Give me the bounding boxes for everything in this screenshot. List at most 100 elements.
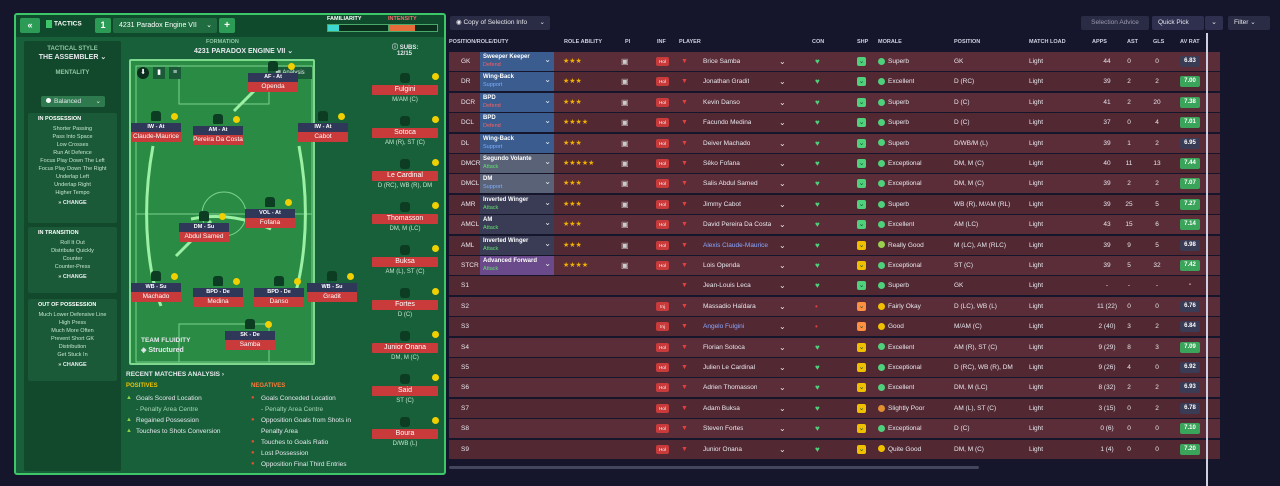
instruction-badge-icon[interactable]: [432, 331, 439, 338]
recent-analysis-title[interactable]: RECENT MATCHES ANALYSIS ›: [126, 371, 225, 378]
column-header[interactable]: AST: [1127, 39, 1138, 45]
table-row[interactable]: DMCL DM Support ⌄ ★★★ ▣ Hol ▼ Salis Abdul Samed ⌄…: [449, 174, 1220, 194]
instruction-badge-icon[interactable]: [432, 73, 439, 80]
player-instructions-icon[interactable]: ▣: [621, 261, 629, 270]
table-row[interactable]: AMR Inverted Winger Attack ⌄ ★★★ ▣ Hol ▼ Jimmy C…: [449, 194, 1220, 214]
download-icon[interactable]: ⬇: [137, 67, 149, 79]
table-row[interactable]: S8 Hol ▼ Steven Fortes ⌄ ♥ ⌄ Exceptional D (C) Li…: [449, 419, 1220, 439]
table-row[interactable]: S5 Hol ▼ Julien Le Cardinal ⌄ ♥ ⌄ Exceptional D …: [449, 358, 1220, 377]
filter-button[interactable]: Filter ⌄: [1228, 16, 1270, 30]
chevron-down-icon[interactable]: ⌄: [779, 424, 786, 434]
back-button[interactable]: «: [20, 18, 40, 33]
substitute-card[interactable]: Boura D/WB (L): [372, 417, 439, 447]
table-row[interactable]: STCR Advanced Forward Attack ⌄ ★★★★ ▣ Hol ▼ Lois…: [449, 256, 1220, 275]
player-instructions-icon[interactable]: ▣: [621, 57, 629, 66]
chevron-down-icon[interactable]: ⌄: [779, 444, 786, 454]
substitute-card[interactable]: Fortes D (C): [372, 288, 439, 318]
pitch-player[interactable]: DM - Su Abdul Samed: [179, 223, 229, 245]
player-name[interactable]: Adrien Thomasson: [703, 384, 758, 392]
tactic-select[interactable]: 4231 Paradox Engine VII ⌄: [113, 18, 217, 33]
table-row[interactable]: S3 Inj ▼ Angelo Fulgini ⌄ • ⌄ Good M/AM (C) Light…: [449, 317, 1220, 337]
in-possession-change-button[interactable]: » CHANGE: [58, 200, 87, 206]
pitch-player[interactable]: IW - At Claude-Maurice: [131, 123, 181, 145]
instruction-badge-icon[interactable]: [432, 245, 439, 252]
player-name[interactable]: Kevin Danso: [703, 98, 740, 106]
instruction-badge-icon[interactable]: [233, 116, 240, 123]
tactic-slot-button[interactable]: 1: [95, 18, 111, 33]
player-name[interactable]: Deiver Machado: [703, 139, 751, 147]
tactical-style-value[interactable]: THE ASSEMBLER ⌄: [24, 53, 121, 61]
pitch-player[interactable]: VOL - At Fofana: [245, 209, 295, 231]
player-name[interactable]: Jean-Louis Leca: [703, 282, 751, 290]
instruction-badge-icon[interactable]: [432, 374, 439, 381]
chevron-down-icon[interactable]: ⌄: [779, 342, 786, 352]
instruction-badge-icon[interactable]: [294, 278, 301, 285]
role-block[interactable]: DM Support ⌄: [480, 174, 554, 194]
player-instructions-icon[interactable]: ▣: [621, 240, 629, 250]
column-header[interactable]: POSITION/ROLE/DUTY: [449, 39, 509, 45]
column-header[interactable]: SHP: [857, 39, 869, 45]
list-icon[interactable]: ≡: [169, 67, 181, 79]
substitute-card[interactable]: Sotoca AM (R), ST (C): [372, 116, 439, 146]
chevron-down-icon[interactable]: ⌄: [779, 240, 786, 250]
table-row[interactable]: S1 ▼ Jean-Louis Leca ⌄ ♥ ⌄ Superb GK Light - - - -: [449, 276, 1220, 296]
role-block[interactable]: Wing-Back Support ⌄: [480, 133, 554, 153]
table-row[interactable]: AML Inverted Winger Attack ⌄ ★★★ ▣ Hol ▼ Alexis …: [449, 235, 1220, 255]
player-name[interactable]: Facundo Medina: [703, 119, 752, 127]
player-name[interactable]: Jimmy Cabot: [703, 200, 741, 208]
quick-pick-dropdown[interactable]: ⌄: [1205, 16, 1223, 30]
formation-select[interactable]: 4231 PARADOX ENGINE VII ⌄: [194, 48, 294, 55]
column-header[interactable]: PLAYER: [679, 39, 701, 45]
out-of-possession-change-button[interactable]: » CHANGE: [58, 362, 87, 368]
chevron-down-icon[interactable]: ⌄: [779, 220, 786, 230]
horizontal-scrollbar[interactable]: [449, 466, 979, 469]
player-name[interactable]: Jonathan Gradit: [703, 78, 750, 86]
chevron-down-icon[interactable]: ⌄: [779, 322, 786, 332]
table-row[interactable]: AMCL AM Attack ⌄ ★★★ ▣ Hol ▼ David Pereira Da Co…: [449, 215, 1220, 235]
player-instructions-icon[interactable]: ▣: [621, 138, 629, 148]
player-name[interactable]: Alexis Claude-Maurice: [703, 241, 769, 249]
table-row[interactable]: S7 Hol ▼ Adam Buksa ⌄ ♥ ⌄ Slightly Poor AM (L), …: [449, 398, 1220, 418]
pitch-player[interactable]: IW - At Cabot: [298, 123, 348, 145]
player-name[interactable]: Massadio Haïdara: [703, 302, 756, 310]
column-header[interactable]: GLS: [1153, 39, 1165, 45]
instruction-badge-icon[interactable]: [338, 113, 345, 120]
table-row[interactable]: S6 Hol ▼ Adrien Thomasson ⌄ ♥ ⌄ Excellent DM, M …: [449, 378, 1220, 398]
chevron-down-icon[interactable]: ⌄: [779, 77, 786, 87]
role-block[interactable]: AM Attack ⌄: [480, 215, 554, 235]
column-header[interactable]: ROLE ABILITY: [564, 39, 602, 45]
player-name[interactable]: Junior Onana: [703, 445, 743, 453]
chevron-down-icon[interactable]: ⌄: [779, 118, 786, 128]
instruction-badge-icon[interactable]: [432, 202, 439, 209]
mentality-select[interactable]: Balanced ⌄: [41, 96, 105, 107]
player-name[interactable]: Steven Fortes: [703, 425, 744, 433]
column-header[interactable]: INF: [657, 39, 666, 45]
instruction-badge-icon[interactable]: [432, 159, 439, 166]
copy-selection-dropdown[interactable]: ◉ Copy of Selection Info ⌄: [450, 16, 550, 30]
substitute-card[interactable]: Buksa AM (L), ST (C): [372, 245, 439, 275]
instruction-badge-icon[interactable]: [432, 417, 439, 424]
table-row[interactable]: S4 Hol ▼ Florian Sotoca ⌄ ♥ ⌄ Excellent AM (R), …: [449, 337, 1220, 357]
column-header[interactable]: CON: [812, 39, 825, 45]
role-block[interactable]: BPD Defend ⌄: [480, 92, 554, 112]
add-tactic-button[interactable]: +: [219, 18, 235, 33]
instruction-badge-icon[interactable]: [265, 321, 272, 328]
role-block[interactable]: Inverted Winger Attack ⌄: [480, 194, 554, 214]
column-header[interactable]: PI: [625, 39, 631, 45]
column-header[interactable]: AV RAT: [1180, 39, 1200, 45]
substitute-card[interactable]: Thomasson DM, M (LC): [372, 202, 439, 232]
player-instructions-icon[interactable]: ▣: [621, 179, 629, 189]
player-name[interactable]: David Pereira Da Costa: [703, 221, 772, 229]
player-instructions-icon[interactable]: ▣: [621, 199, 629, 209]
role-block[interactable]: BPD Defend ⌄: [480, 113, 554, 133]
role-block[interactable]: Inverted Winger Attack ⌄: [480, 235, 554, 255]
substitute-card[interactable]: Said ST (C): [372, 374, 439, 404]
table-row[interactable]: S2 Inj ▼ Massadio Haïdara ⌄ • ⌄ Fairly Okay D (L…: [449, 296, 1220, 316]
instruction-badge-icon[interactable]: [432, 116, 439, 123]
instruction-badge-icon[interactable]: [219, 213, 226, 220]
instruction-badge-icon[interactable]: [347, 273, 354, 280]
player-name[interactable]: Julien Le Cardinal: [703, 364, 756, 371]
player-instructions-icon[interactable]: ▣: [621, 97, 629, 107]
selection-advice-button[interactable]: Selection Advice: [1081, 16, 1149, 30]
table-row[interactable]: DL Wing-Back Support ⌄ ★★★ ▣ Hol ▼ Deiver Machad…: [449, 133, 1220, 153]
